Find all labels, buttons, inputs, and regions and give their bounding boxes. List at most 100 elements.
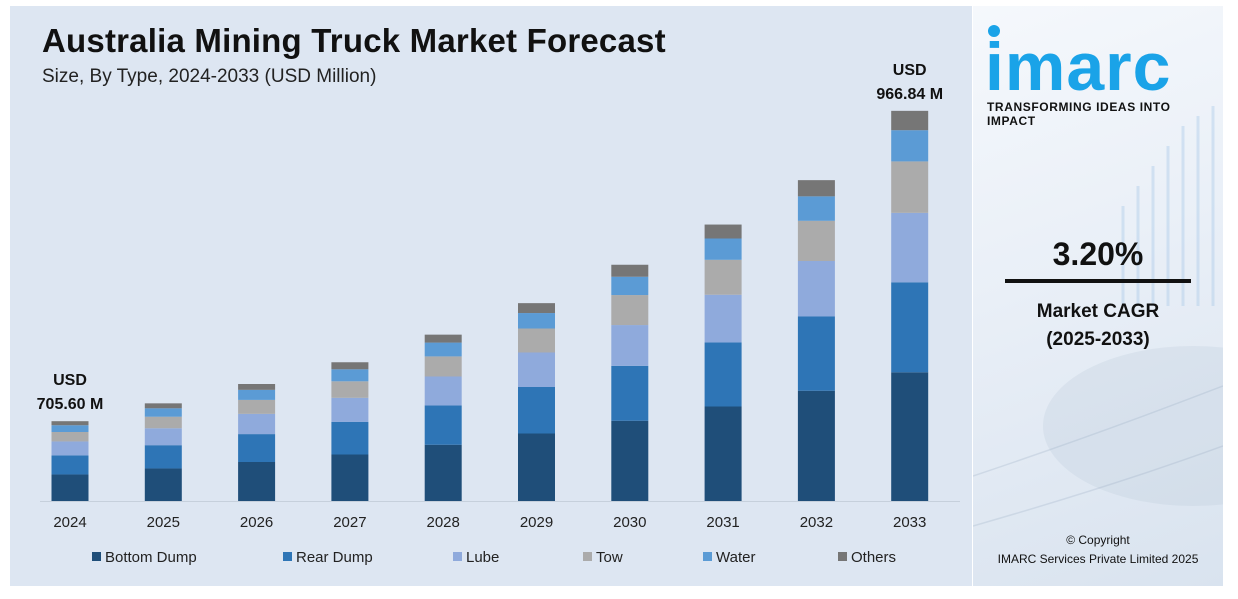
bar-2029-tow bbox=[518, 328, 555, 353]
bar-2029-lube bbox=[518, 352, 555, 387]
x-tick-label-2029: 2029 bbox=[520, 514, 553, 531]
bar-2030-water bbox=[611, 276, 649, 296]
bar-2033-water bbox=[891, 130, 929, 162]
bar-2026-bottom-dump bbox=[238, 462, 276, 501]
annotation-2024-value: 705.60 M bbox=[37, 396, 104, 413]
bar-2025-bottom-dump bbox=[144, 468, 182, 501]
bar-2028-tow bbox=[424, 356, 462, 377]
bar-2024-bottom-dump bbox=[51, 474, 89, 501]
side-panel: imarc TRANSFORMING IDEAS INTO IMPACT 3.2… bbox=[973, 6, 1223, 586]
cagr-label: Market CAGR (2025-2033) bbox=[973, 298, 1223, 354]
legend-swatch-others bbox=[838, 552, 847, 561]
x-tick-label-2025: 2025 bbox=[147, 514, 180, 531]
copyright-line1: © Copyright bbox=[1066, 533, 1130, 547]
legend-label-rear-dump: Rear Dump bbox=[296, 549, 373, 566]
bar-2025-water bbox=[144, 408, 182, 417]
stacked-bar-chart: 2024 2025 2026 2027 2028 2029 2030 2031 2032 2033… bbox=[37, 62, 960, 566]
bar-2027-bottom-dump bbox=[331, 454, 369, 501]
bar-2030-rear-dump bbox=[611, 365, 649, 421]
annotation-2024-currency: USD bbox=[53, 372, 87, 389]
bar-2028-lube bbox=[424, 376, 462, 406]
bar-2032-rear-dump bbox=[797, 316, 835, 391]
bar-2032-tow bbox=[797, 220, 835, 261]
bar-2031-others bbox=[704, 224, 742, 239]
bar-2030-lube bbox=[611, 325, 649, 366]
bar-2029-water bbox=[518, 313, 555, 329]
bar-2029-rear-dump bbox=[518, 387, 555, 434]
bar-2026-rear-dump bbox=[238, 434, 276, 462]
copyright-line2: IMARC Services Private Limited 2025 bbox=[997, 552, 1199, 566]
bar-2024-tow bbox=[51, 432, 89, 442]
bar-2033-tow bbox=[891, 161, 929, 213]
bar-2031-tow bbox=[704, 259, 742, 295]
brand-tagline: TRANSFORMING IDEAS INTO IMPACT bbox=[987, 100, 1171, 128]
bar-2026-others bbox=[238, 384, 276, 390]
bar-2024-water bbox=[51, 425, 89, 432]
copyright: © Copyright IMARC Services Private Limit… bbox=[973, 531, 1223, 569]
bar-2031-water bbox=[704, 238, 742, 260]
imarc-logo: imarc bbox=[985, 25, 1171, 104]
bar-2026-lube bbox=[238, 413, 276, 435]
bar-2031-lube bbox=[704, 294, 742, 343]
x-tick-label-2028: 2028 bbox=[427, 514, 460, 531]
bar-2025-lube bbox=[144, 428, 182, 446]
x-tick-label-2032: 2032 bbox=[800, 514, 833, 531]
bar-2027-others bbox=[331, 362, 369, 370]
bar-2029-others bbox=[518, 303, 555, 314]
bar-2029-bottom-dump bbox=[518, 433, 555, 501]
chart-panel: 2024 2025 2026 2027 2028 2029 2030 2031 2032 2033… bbox=[10, 6, 972, 586]
bar-2033-bottom-dump bbox=[891, 372, 929, 501]
legend-swatch-lube bbox=[453, 552, 462, 561]
x-tick-label-2027: 2027 bbox=[333, 514, 366, 531]
x-tick-label-2030: 2030 bbox=[613, 514, 646, 531]
legend-label-tow: Tow bbox=[596, 549, 623, 566]
bar-2026-tow bbox=[238, 399, 276, 414]
legend-label-lube: Lube bbox=[466, 549, 499, 566]
bar-2024-others bbox=[51, 421, 89, 426]
bar-2024-lube bbox=[51, 441, 89, 456]
bar-2027-tow bbox=[331, 381, 369, 398]
bar-2027-lube bbox=[331, 397, 369, 422]
annotation-2033-currency: USD bbox=[893, 62, 927, 79]
bar-2030-bottom-dump bbox=[611, 420, 649, 501]
bar-2028-others bbox=[424, 334, 462, 343]
x-tick-label-2031: 2031 bbox=[706, 514, 739, 531]
legend-swatch-rear-dump bbox=[283, 552, 292, 561]
bar-2025-others bbox=[144, 403, 182, 409]
imarc-logo-text: imarc bbox=[985, 29, 1171, 104]
legend-label-water: Water bbox=[716, 549, 755, 566]
bar-2033-others bbox=[891, 110, 929, 131]
legend-label-bottom-dump: Bottom Dump bbox=[105, 549, 197, 566]
bar-2030-others bbox=[611, 264, 649, 277]
bar-2025-rear-dump bbox=[144, 445, 182, 469]
legend-swatch-bottom-dump bbox=[92, 552, 101, 561]
bar-2024-rear-dump bbox=[51, 455, 89, 475]
chart-title: Australia Mining Truck Market Forecast bbox=[42, 22, 666, 59]
cagr-label-line2: (2025-2033) bbox=[1046, 329, 1150, 350]
legend-swatch-tow bbox=[583, 552, 592, 561]
bar-2032-lube bbox=[797, 261, 835, 317]
x-tick-label-2033: 2033 bbox=[893, 514, 926, 531]
bar-2027-rear-dump bbox=[331, 421, 369, 455]
bar-2026-water bbox=[238, 389, 276, 400]
bar-2033-lube bbox=[891, 212, 929, 283]
bar-2027-water bbox=[331, 369, 369, 382]
annotation-2033-value: 966.84 M bbox=[876, 86, 943, 103]
chart-subtitle: Size, By Type, 2024-2033 (USD Million) bbox=[42, 66, 377, 87]
bar-2028-rear-dump bbox=[424, 405, 462, 445]
bar-2028-bottom-dump bbox=[424, 444, 462, 501]
cagr-divider bbox=[1005, 279, 1191, 283]
cagr-label-line1: Market CAGR bbox=[1036, 301, 1160, 322]
cagr-value: 3.20% bbox=[1052, 236, 1144, 272]
bar-2025-tow bbox=[144, 416, 182, 429]
bar-2028-water bbox=[424, 342, 462, 357]
bar-2031-bottom-dump bbox=[704, 406, 742, 501]
bar-2032-others bbox=[797, 180, 835, 197]
legend-swatch-water bbox=[703, 552, 712, 561]
x-tick-label-2024: 2024 bbox=[53, 514, 86, 531]
legend-label-others: Others bbox=[851, 549, 896, 566]
bar-2030-tow bbox=[611, 295, 649, 326]
x-tick-label-2026: 2026 bbox=[240, 514, 273, 531]
decorative-background-chart bbox=[973, 106, 1223, 527]
bar-2032-bottom-dump bbox=[797, 390, 835, 501]
